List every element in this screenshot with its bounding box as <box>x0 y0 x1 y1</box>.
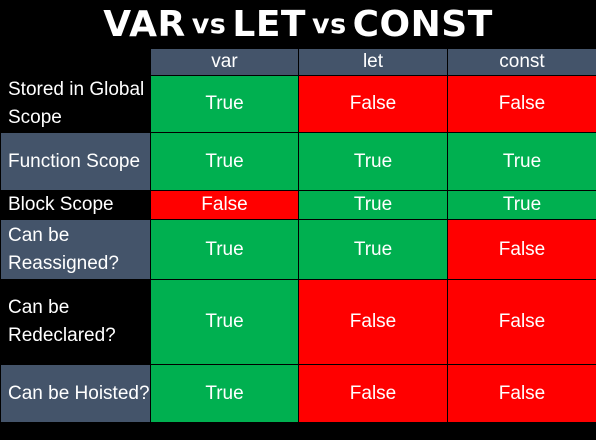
title-vs-1: vs <box>191 8 227 40</box>
title-var: VAR <box>103 3 186 45</box>
row-label-reassigned: Can be Reassigned? <box>0 219 151 280</box>
cell-value: True <box>150 364 299 423</box>
table-row: Can be Reassigned? True True False <box>0 219 596 280</box>
page-title: VAR vs LET vs CONST <box>0 0 596 48</box>
title-const: CONST <box>352 3 493 45</box>
cell-value: True <box>150 279 299 365</box>
cell-value: True <box>150 132 299 191</box>
cell-value: True <box>447 132 596 191</box>
cell-value: False <box>298 75 448 133</box>
cell-value: False <box>150 190 299 220</box>
cell-value: False <box>298 279 448 365</box>
title-vs-2: vs <box>311 8 347 40</box>
column-header-const: const <box>447 48 596 76</box>
table-row: Stored in Global Scope True False False <box>0 75 596 133</box>
column-header-var: var <box>150 48 299 76</box>
table-row: Can be Hoisted? True False False <box>0 364 596 423</box>
row-label-function-scope: Function Scope <box>0 132 151 191</box>
cell-value: False <box>447 279 596 365</box>
cell-value: True <box>150 75 299 133</box>
cell-value: True <box>298 219 448 280</box>
comparison-table: var let const Stored in Global Scope Tru… <box>0 48 596 423</box>
corner-cell <box>0 48 151 76</box>
cell-value: False <box>298 364 448 423</box>
title-let: LET <box>232 3 306 45</box>
row-label-hoisted: Can be Hoisted? <box>0 364 151 423</box>
header-row: var let const <box>0 48 596 76</box>
table-row: Can be Redeclared? True False False <box>0 279 596 365</box>
table-row: Function Scope True True True <box>0 132 596 191</box>
cell-value: True <box>298 132 448 191</box>
row-label-block-scope: Block Scope <box>0 190 151 220</box>
cell-value: False <box>447 219 596 280</box>
column-header-let: let <box>298 48 448 76</box>
table-row: Block Scope False True True <box>0 190 596 220</box>
row-label-global-scope: Stored in Global Scope <box>0 75 151 133</box>
cell-value: True <box>298 190 448 220</box>
cell-value: True <box>447 190 596 220</box>
cell-value: True <box>150 219 299 280</box>
cell-value: False <box>447 364 596 423</box>
cell-value: False <box>447 75 596 133</box>
row-label-redeclared: Can be Redeclared? <box>0 279 151 365</box>
